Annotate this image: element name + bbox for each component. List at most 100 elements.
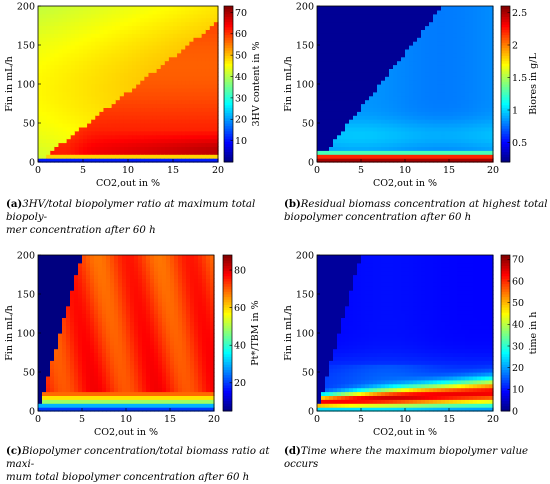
heatmap-cell: [405, 41, 410, 46]
heatmap-cell: [98, 314, 103, 319]
heatmap-cell: [365, 18, 370, 23]
heatmap-cell: [58, 275, 63, 280]
heatmap-cell: [158, 275, 163, 280]
heatmap-cell: [469, 107, 474, 112]
heatmap-cell: [91, 139, 96, 144]
heatmap-cell: [469, 100, 474, 105]
heatmap-cell: [74, 345, 79, 350]
heatmap-cell: [377, 76, 382, 81]
heatmap-cell: [112, 33, 117, 38]
heatmap-cell: [437, 154, 442, 159]
heatmap-cell: [345, 111, 350, 116]
heatmap-cell: [385, 61, 390, 66]
heatmap-cell: [122, 282, 127, 287]
heatmap-cell: [154, 345, 159, 350]
heatmap-cell: [169, 22, 174, 27]
heatmap-cell: [369, 80, 374, 85]
heatmap-cell: [157, 14, 162, 18]
heatmap-cell: [385, 92, 390, 97]
heatmap-cell: [158, 298, 163, 303]
heatmap-cell: [409, 135, 414, 140]
heatmap-cell: [110, 267, 115, 272]
heatmap-cell: [99, 104, 104, 109]
heatmap-cell: [146, 388, 151, 393]
heatmap-cell: [83, 111, 88, 116]
heatmap-cell: [75, 146, 80, 151]
heatmap-cell: [75, 84, 80, 89]
heatmap-cell: [177, 57, 182, 62]
heatmap-cell: [429, 96, 434, 101]
heatmap-cell: [83, 10, 88, 15]
heatmap-cell: [193, 119, 198, 124]
heatmap-cell: [99, 22, 104, 27]
heatmap-cell: [189, 127, 194, 131]
heatmap-cell: [102, 271, 107, 276]
heatmap-cell: [349, 76, 354, 81]
heatmap-cell: [173, 41, 178, 46]
heatmap-cell: [325, 29, 330, 34]
heatmap-cell: [206, 49, 211, 54]
heatmap-cell: [120, 107, 125, 112]
heatmap-cell: [74, 314, 79, 319]
heatmap-cell: [95, 123, 100, 128]
heatmap-cell: [108, 26, 113, 31]
heatmap-cell: [425, 18, 430, 23]
heatmap-cell: [98, 403, 103, 408]
heatmap-cell: [445, 127, 450, 131]
heatmap-cell: [157, 6, 162, 11]
heatmap-cell: [126, 314, 131, 319]
heatmap-cell: [132, 6, 137, 11]
heatmap-cell: [108, 84, 113, 89]
y-tick-label: 200: [296, 2, 314, 13]
heatmap-cell: [146, 259, 151, 264]
heatmap-cell: [126, 286, 131, 291]
heatmap-cell: [473, 53, 478, 58]
heatmap-cell: [150, 368, 155, 373]
heatmap-cell: [337, 37, 342, 42]
heatmap-cell: [91, 61, 96, 66]
heatmap-cell: [473, 127, 478, 131]
heatmap-cell: [91, 49, 96, 54]
heatmap-cell: [110, 399, 115, 404]
heatmap-cell: [146, 395, 151, 400]
heatmap-cell: [114, 286, 119, 291]
heatmap-cell: [82, 255, 87, 260]
heatmap-cell: [126, 282, 131, 287]
heatmap-cell: [140, 150, 145, 155]
heatmap-cell: [206, 143, 211, 148]
heatmap-cell: [206, 146, 211, 151]
heatmap-cell: [42, 68, 47, 73]
heatmap-cell: [198, 61, 203, 66]
heatmap-cell: [114, 294, 119, 299]
heatmap-cell: [67, 49, 72, 54]
heatmap-cell: [58, 255, 63, 260]
heatmap-cell: [341, 68, 346, 73]
heatmap-cell: [317, 65, 322, 70]
heatmap-cell: [385, 107, 390, 112]
heatmap-cell: [116, 80, 121, 85]
heatmap-cell: [38, 275, 43, 280]
heatmap-cell: [140, 84, 145, 89]
heatmap-cell: [485, 61, 490, 66]
heatmap-cell: [210, 139, 215, 144]
heatmap-cell: [42, 29, 47, 34]
heatmap-cell: [465, 14, 470, 18]
heatmap-cell: [417, 22, 422, 27]
heatmap-cell: [98, 368, 103, 373]
heatmap-cell: [353, 26, 358, 31]
heatmap-cell: [373, 111, 378, 116]
heatmap-cell: [150, 267, 155, 272]
heatmap-cell: [441, 88, 446, 93]
heatmap-cell: [189, 135, 194, 140]
heatmap-cell: [165, 119, 170, 124]
heatmap-cell: [103, 22, 108, 27]
heatmap-cell: [162, 384, 167, 389]
heatmap-cell: [157, 57, 162, 62]
heatmap-cell: [54, 368, 59, 373]
heatmap-cell: [82, 302, 87, 307]
heatmap-cell: [169, 84, 174, 89]
heatmap-cell: [128, 131, 133, 136]
heatmap-cell: [189, 123, 194, 128]
heatmap-cell: [162, 271, 167, 276]
heatmap-cell: [473, 72, 478, 77]
